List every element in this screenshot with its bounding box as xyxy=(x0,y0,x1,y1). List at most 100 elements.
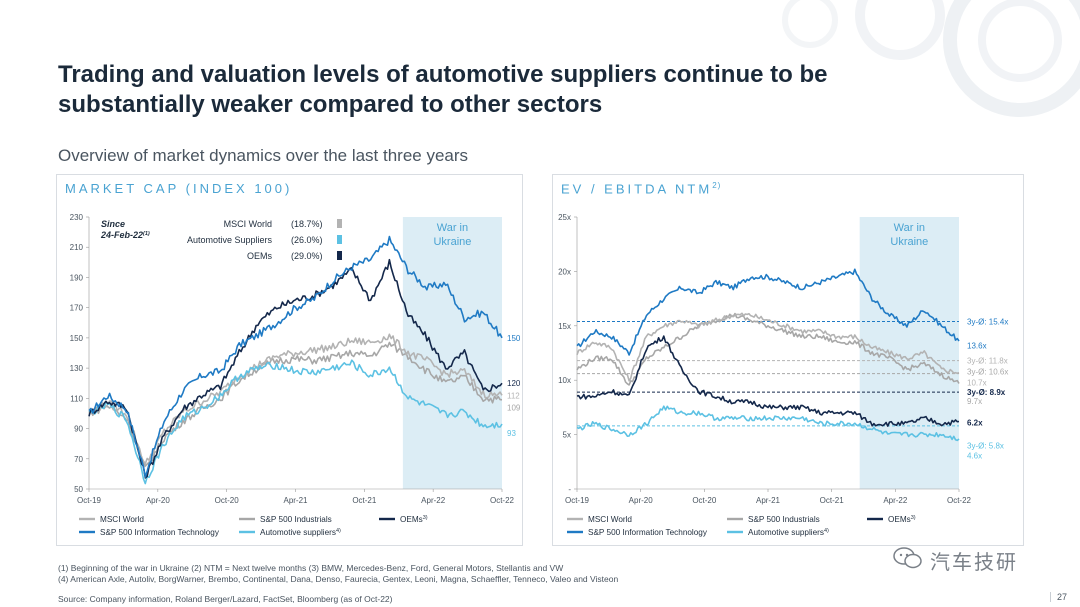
series-line xyxy=(88,333,503,465)
reference-label: 3y-Ø: 5.8x xyxy=(967,441,1004,450)
y-tick-label: 5x xyxy=(563,431,571,440)
end-label: 150 xyxy=(507,334,521,343)
x-tick-label: Oct-20 xyxy=(692,496,717,505)
war-label-line2: Ukraine xyxy=(433,236,471,248)
ev-ebitda-panel: EV / EBITDA NTM2) War in Ukraine - 5x 10x 15x… xyxy=(552,174,1024,546)
end-label: 4.6x xyxy=(967,451,982,460)
market-cap-chart: War in Ukraine 50 70 90 110 130 150 170 190 210 230… xyxy=(70,213,521,537)
legend-label: MSCI World xyxy=(588,515,632,524)
footnote-2: (4) American Axle, Autoliv, BorgWarner, … xyxy=(58,574,619,584)
legend-label: MSCI World xyxy=(100,515,144,524)
since-date: 24-Feb-22(1) xyxy=(100,230,150,240)
y-tick-label: 90 xyxy=(74,425,83,434)
wechat-icon xyxy=(893,547,922,569)
y-tick-label: 20x xyxy=(558,267,571,276)
since-label: Since xyxy=(101,219,125,229)
legend-label: S&P 500 Information Technology xyxy=(588,528,708,537)
war-band xyxy=(859,217,959,489)
end-label: 120 xyxy=(507,379,521,388)
end-label: 10.7x xyxy=(967,378,987,387)
page-subtitle: Overview of market dynamics over the las… xyxy=(58,146,469,165)
series-line xyxy=(576,335,960,427)
legend-label: S&P 500 Industrials xyxy=(260,515,332,524)
since-sup: (1) xyxy=(143,231,150,237)
y-tick-label: - xyxy=(568,485,571,494)
y-tick-label: 10x xyxy=(558,376,571,385)
x-tick-label: Apr-22 xyxy=(421,496,446,505)
series-line xyxy=(576,312,960,382)
y-tick-label: 170 xyxy=(70,304,84,313)
x-tick-label: Apr-20 xyxy=(629,496,654,505)
ev-ebitda-title-text: EV / EBITDA NTM xyxy=(561,181,713,197)
market-cap-title: MARKET CAP (INDEX 100) xyxy=(65,181,293,196)
y-tick-label: 110 xyxy=(70,394,83,403)
series-line xyxy=(576,268,960,356)
legend-sup: 4) xyxy=(336,528,341,534)
x-tick-label: Oct-22 xyxy=(490,496,515,505)
y-tick-label: 25x xyxy=(558,213,571,222)
war-label-line2: Ukraine xyxy=(890,236,928,248)
reference-label: 3y-Ø: 11.8x xyxy=(967,357,1008,366)
since-row-value: (26.0%) xyxy=(291,235,323,245)
y-tick-label: 50 xyxy=(74,485,83,494)
since-row-value: (29.0%) xyxy=(291,251,323,261)
series-line xyxy=(88,258,503,479)
reference-label: 3y-Ø: 10.6x xyxy=(967,367,1008,376)
x-tick-label: Oct-19 xyxy=(565,496,590,505)
x-tick-label: Oct-20 xyxy=(215,496,240,505)
war-label-line1: War in xyxy=(894,222,925,234)
y-tick-label: 130 xyxy=(70,364,84,373)
war-band xyxy=(402,217,502,489)
since-row-label: Automotive Suppliers xyxy=(187,235,273,245)
y-tick-label: 190 xyxy=(70,273,84,282)
end-label: 9.7x xyxy=(967,397,982,406)
reference-label: 3y-Ø: 15.4x xyxy=(967,317,1008,326)
since-row-swatch xyxy=(337,235,342,244)
series-line xyxy=(88,359,503,485)
x-tick-label: Apr-21 xyxy=(756,496,781,505)
footnote-1: (1) Beginning of the war in Ukraine (2) … xyxy=(58,563,564,573)
series-line xyxy=(576,405,960,442)
ev-ebitda-title: EV / EBITDA NTM2) xyxy=(561,181,721,196)
y-tick-label: 15x xyxy=(558,322,571,331)
series-line xyxy=(88,235,503,478)
legend-sup: 3) xyxy=(911,515,916,521)
y-tick-label: 70 xyxy=(74,455,83,464)
end-label: 13.6x xyxy=(967,341,987,350)
end-label: 93 xyxy=(507,429,516,438)
source-note: Source: Company information, Roland Berg… xyxy=(58,594,393,604)
y-tick-label: 210 xyxy=(70,243,84,252)
page-number: 27 xyxy=(1050,592,1067,602)
y-tick-label: 150 xyxy=(70,334,84,343)
end-label: 109 xyxy=(507,403,521,412)
legend-label: Automotive suppliers4) xyxy=(748,528,829,537)
legend-sup: 4) xyxy=(824,528,829,534)
y-tick-label: 230 xyxy=(70,213,84,222)
war-label-line1: War in xyxy=(437,222,468,234)
x-tick-label: Oct-21 xyxy=(820,496,845,505)
x-tick-label: Oct-21 xyxy=(352,496,377,505)
market-cap-panel: MARKET CAP (INDEX 100) War in Ukraine 50 70… xyxy=(56,174,523,546)
end-label: 112 xyxy=(507,391,520,400)
x-tick-label: Apr-21 xyxy=(283,496,308,505)
x-tick-label: Oct-22 xyxy=(947,496,972,505)
page-title: Trading and valuation levels of automoti… xyxy=(58,61,828,118)
legend-label: OEMs3) xyxy=(888,515,916,524)
ev-ebitda-chart: War in Ukraine - 5x 10x 15x 20x 25x Oct-19 Apr-20… xyxy=(558,213,1008,537)
x-tick-label: Apr-20 xyxy=(146,496,171,505)
x-tick-label: Apr-22 xyxy=(883,496,908,505)
since-row-label: OEMs xyxy=(247,251,273,261)
legend-label: S&P 500 Industrials xyxy=(748,515,820,524)
ev-ebitda-title-sup: 2) xyxy=(712,181,722,190)
reference-label: 3y-Ø: 8.9x xyxy=(967,388,1006,397)
end-label: 6.2x xyxy=(967,419,983,428)
since-row-label: MSCI World xyxy=(224,219,272,229)
since-row-value: (18.7%) xyxy=(291,219,323,229)
watermark-text: 汽车技研 xyxy=(930,552,1018,574)
legend-label: S&P 500 Information Technology xyxy=(100,528,220,537)
legend-label: OEMs3) xyxy=(400,515,428,524)
since-row-swatch xyxy=(337,251,342,260)
legend-label: Automotive suppliers4) xyxy=(260,528,341,537)
since-row-swatch xyxy=(337,219,342,228)
x-tick-label: Oct-19 xyxy=(77,496,102,505)
